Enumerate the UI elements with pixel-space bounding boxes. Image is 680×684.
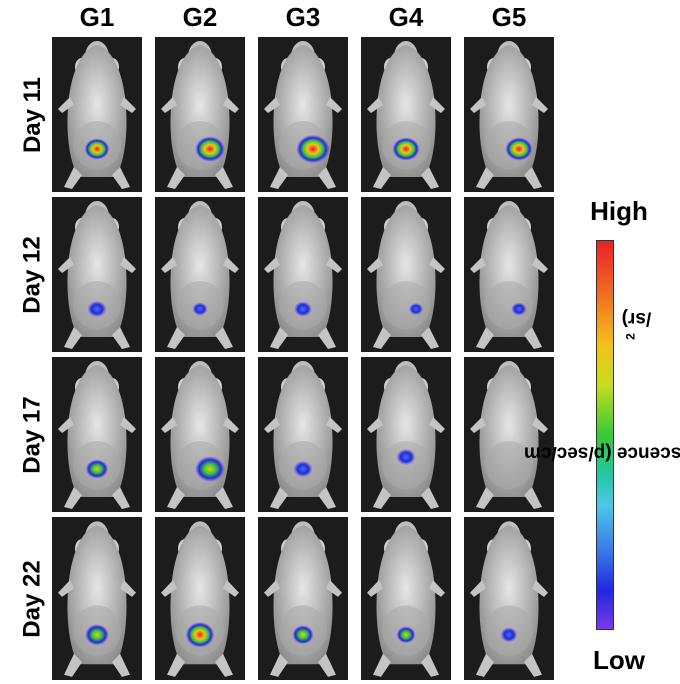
luminescence-signal — [396, 449, 416, 465]
mouse-image-g2-day-17 — [155, 357, 245, 512]
mouse-image-g1-day-12 — [52, 197, 142, 352]
column-label-g2: G2 — [182, 2, 218, 32]
mouse-image-g4-day-12 — [361, 197, 451, 352]
luminescence-signal — [186, 622, 214, 648]
luminescence-signal — [511, 302, 527, 316]
mouse-image-g4-day-11 — [361, 37, 451, 192]
mouse-image-g3-day-12 — [258, 197, 348, 352]
mouse-image-g1-day-22 — [52, 517, 142, 680]
luminescence-colorbar — [596, 240, 614, 630]
mouse-image-g2-day-11 — [155, 37, 245, 192]
row-label-day-12: Day 12 — [19, 235, 47, 314]
mouse-image-g1-day-17 — [52, 357, 142, 512]
mouse-image-g5-day-11 — [464, 37, 554, 192]
column-label-g4: G4 — [388, 2, 424, 32]
mouse-image-g5-day-22 — [464, 517, 554, 680]
mouse-image-g2-day-12 — [155, 197, 245, 352]
luminescence-signal — [195, 456, 225, 482]
luminescence-signal — [294, 301, 312, 317]
column-label-g5: G5 — [491, 2, 527, 32]
mouse-image-g4-day-22 — [361, 517, 451, 680]
mouse-image-g5-day-12 — [464, 197, 554, 352]
column-label-g1: G1 — [79, 2, 115, 32]
scale-low-label: Low — [593, 645, 645, 675]
luminescence-signal — [86, 459, 108, 479]
luminescence-signal — [84, 138, 110, 160]
mouse-image-g3-day-17 — [258, 357, 348, 512]
luminescence-signal — [501, 627, 517, 642]
scale-title: Luminescence (p/sec/cm2/sr) — [524, 308, 680, 464]
mouse-image-g3-day-11 — [258, 37, 348, 192]
row-label-day-22: Day 22 — [19, 559, 47, 638]
row-label-day-11: Day 11 — [19, 76, 47, 153]
luminescence-signal — [85, 624, 109, 646]
luminescence-signal — [195, 136, 225, 162]
row-label-day-17: Day 17 — [19, 395, 47, 474]
scale-high-label: High — [590, 196, 648, 226]
column-label-g3: G3 — [285, 2, 321, 32]
luminescence-signal — [409, 303, 423, 315]
luminescence-signal — [296, 135, 330, 163]
luminescence-signal — [293, 461, 313, 477]
luminescence-signal — [292, 625, 314, 645]
mouse-image-g1-day-11 — [52, 37, 142, 192]
mouse-image-g2-day-22 — [155, 517, 245, 680]
luminescence-signal — [396, 626, 416, 644]
mouse-image-g4-day-17 — [361, 357, 451, 512]
mouse-image-g3-day-22 — [258, 517, 348, 680]
luminescence-signal — [505, 137, 533, 161]
luminescence-signal — [87, 301, 107, 317]
luminescence-signal — [392, 137, 420, 161]
mouse-image-g5-day-17 — [464, 357, 554, 512]
luminescence-signal — [192, 302, 208, 316]
